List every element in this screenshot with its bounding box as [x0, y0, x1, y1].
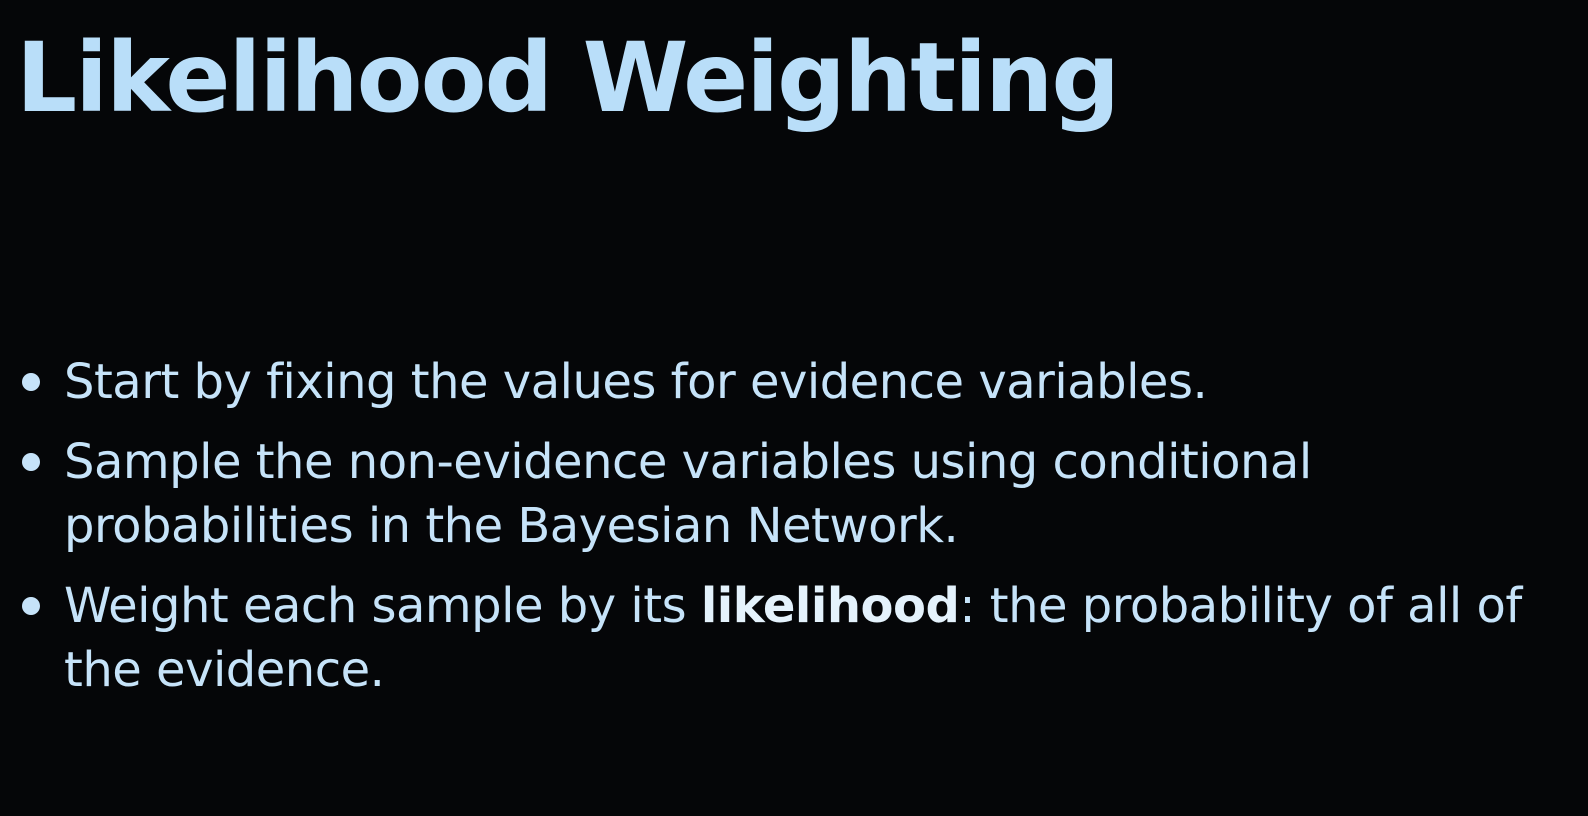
bullet-icon [22, 373, 40, 391]
slide-title: Likelihood Weighting [16, 22, 1120, 134]
bullet-list: Start by fixing the values for evidence … [18, 350, 1558, 718]
bullet-item: Start by fixing the values for evidence … [18, 350, 1558, 414]
bullet-icon [22, 597, 40, 615]
bullet-icon [22, 453, 40, 471]
bullet-item: Weight each sample by its likelihood: th… [18, 574, 1558, 702]
bullet-item: Sample the non-evidence variables using … [18, 430, 1558, 558]
bullet-emphasis: likelihood [700, 578, 960, 634]
bullet-text: Start by fixing the values for evidence … [64, 354, 1208, 410]
bullet-text-after: : the probability of all of the evidence… [64, 578, 1522, 698]
bullet-text: Sample the non-evidence variables using … [64, 434, 1312, 554]
bullet-text-before: Weight each sample by its [64, 578, 701, 634]
